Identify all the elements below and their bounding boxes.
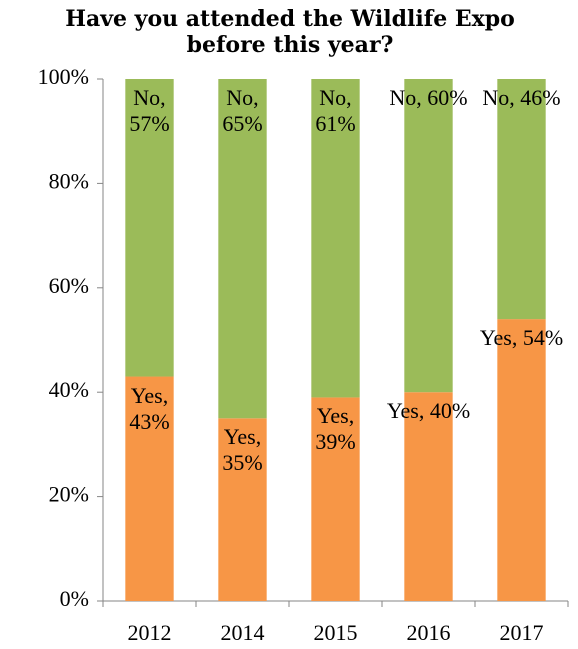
data-label: No, 61% [315,85,356,136]
data-label: No, 60% [389,85,468,110]
data-label: Yes, 39% [315,403,356,455]
y-tick-label: 80% [49,168,89,193]
bar-segment [218,418,267,601]
data-label: No, 46% [482,85,561,110]
bar-segment [125,376,174,601]
data-label: Yes, 35% [222,424,263,476]
bar-segment [125,79,174,377]
bar-segment [404,79,453,393]
x-tick-label: 2016 [407,620,451,645]
y-tick-label: 100% [38,64,89,89]
data-label: Yes, 43% [129,382,170,434]
bar-segment [404,392,453,601]
x-tick-label: 2017 [500,620,544,645]
y-tick-label: 40% [49,377,89,402]
x-tick-label: 2015 [314,620,358,645]
bar-segment [497,319,546,601]
data-label: No, 57% [129,85,170,136]
y-tick-label: 60% [49,273,89,298]
bar-segment [311,79,360,398]
bar-segment [497,79,546,320]
y-tick-label: 20% [49,482,89,507]
bar-segment [311,397,360,601]
data-label: Yes, 40% [386,398,471,424]
y-tick-label: 0% [60,586,89,611]
x-tick-label: 2014 [221,620,265,645]
x-tick-label: 2012 [128,620,172,645]
data-label: No, 65% [222,85,263,136]
data-label: Yes, 54% [479,325,564,351]
bar-segment [218,79,267,419]
chart-title: Have you attended the Wildlife Expo befo… [65,6,515,58]
